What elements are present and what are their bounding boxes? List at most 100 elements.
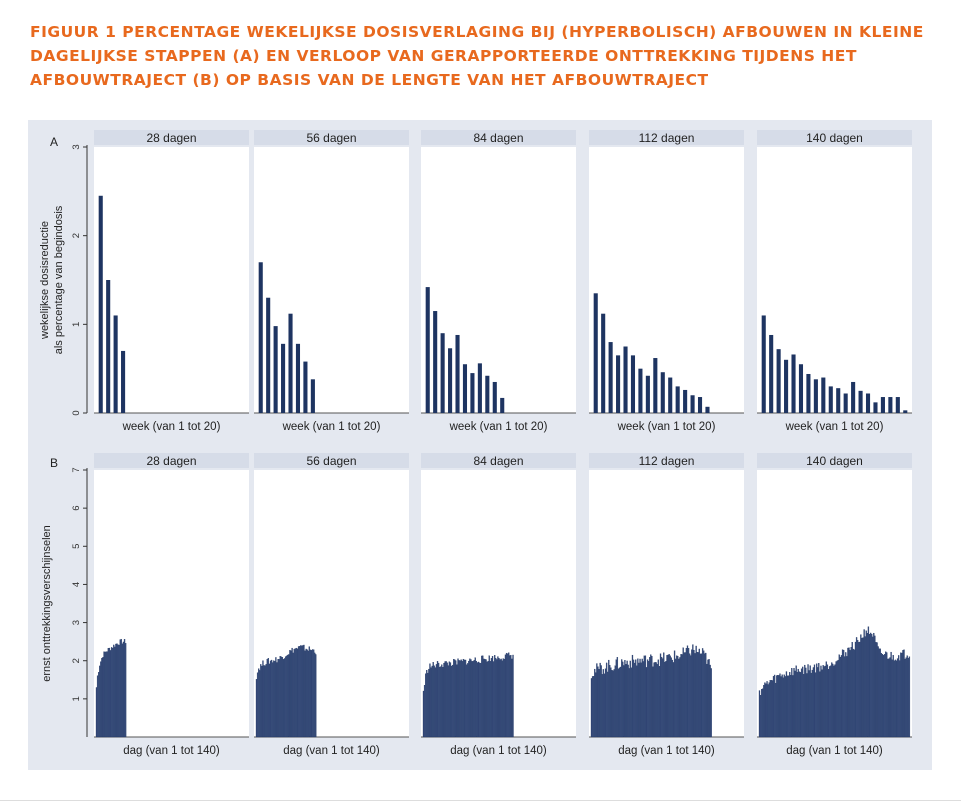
- y-axis-title-line2: als percentage van begindosis: [53, 205, 65, 354]
- bar-day: [279, 656, 281, 738]
- x-axis-label: dag (van 1 tot 140): [618, 745, 715, 757]
- y-tick-label: 3: [71, 620, 82, 625]
- facet-strip: [589, 453, 744, 468]
- bar-week: [895, 397, 900, 413]
- bar-day: [792, 675, 794, 738]
- bar-day: [470, 659, 472, 738]
- bar-week: [660, 372, 665, 413]
- bar-week: [113, 315, 118, 413]
- bar-day: [662, 658, 664, 738]
- bar-day: [512, 654, 514, 738]
- bar-day: [865, 630, 867, 738]
- bar-day: [259, 670, 261, 738]
- bar-day: [508, 652, 510, 738]
- bar-day: [119, 639, 121, 738]
- bar-day: [631, 654, 634, 738]
- bar-day: [616, 657, 619, 738]
- facet-strip: [254, 130, 409, 145]
- bar-day: [671, 659, 674, 738]
- bar-day: [107, 648, 110, 738]
- x-axis-label: week (van 1 tot 20): [785, 421, 884, 433]
- bar-day: [109, 650, 112, 738]
- bar-day: [627, 664, 629, 738]
- bar-day: [795, 665, 797, 738]
- bar-day: [907, 657, 909, 738]
- bar-day: [783, 674, 785, 738]
- bar-day: [809, 665, 811, 738]
- bar-day: [311, 649, 314, 738]
- bar-day: [451, 664, 454, 738]
- facet-title: 112 dagen: [639, 131, 695, 145]
- bar-day: [860, 634, 862, 738]
- bar-day: [663, 652, 665, 738]
- bar-day: [482, 655, 484, 738]
- bar-day: [110, 647, 113, 738]
- bar-week: [683, 389, 688, 413]
- bar-day: [906, 655, 908, 738]
- bar-day: [465, 664, 468, 738]
- bar-day: [883, 654, 886, 738]
- bar-day: [303, 644, 305, 738]
- bar-day: [284, 656, 287, 738]
- bar-week: [281, 343, 286, 413]
- bar-day: [905, 657, 907, 738]
- bar-day: [497, 656, 499, 738]
- bar-week: [623, 346, 628, 413]
- bar-day: [437, 662, 440, 738]
- y-tick-label: 2: [71, 233, 82, 238]
- bar-day: [655, 662, 657, 738]
- bar-week: [675, 386, 680, 413]
- bar-day: [694, 653, 696, 738]
- bar-day: [759, 695, 762, 738]
- bar-day: [630, 667, 633, 738]
- bar-day: [629, 660, 631, 738]
- bar-day: [672, 662, 675, 738]
- bar-day: [435, 664, 438, 738]
- bar-day: [496, 659, 498, 738]
- bar-day: [306, 649, 308, 738]
- bar-day: [837, 659, 839, 738]
- bar-day: [475, 660, 477, 738]
- bar-day: [432, 662, 434, 738]
- bar-day: [102, 657, 104, 738]
- bar-day: [468, 660, 470, 738]
- bar-week: [761, 315, 766, 413]
- figure-title: Figuur 1 Percentage wekelijkse dosisverl…: [30, 23, 924, 89]
- facet-title: 28 dagen: [146, 454, 196, 468]
- bar-day: [439, 666, 441, 738]
- bar-day: [820, 665, 822, 738]
- bar-day: [280, 656, 282, 738]
- bar-week: [485, 375, 490, 413]
- bar-day: [828, 666, 831, 738]
- bar-day: [683, 652, 685, 738]
- bar-day: [782, 677, 784, 738]
- bar-day: [500, 658, 502, 738]
- bar-day: [770, 680, 773, 738]
- bar-day: [706, 663, 708, 738]
- bar-day: [286, 655, 288, 738]
- bar-day: [841, 649, 844, 738]
- bar-day: [853, 649, 856, 738]
- bar-day: [272, 662, 274, 738]
- bar-day: [510, 655, 512, 738]
- bar-day: [864, 636, 866, 738]
- bar-day: [648, 661, 650, 738]
- bar-week: [98, 195, 103, 413]
- bar-day: [765, 683, 767, 738]
- bar-day: [262, 660, 264, 738]
- bar-day: [878, 648, 880, 738]
- bar-day: [899, 660, 901, 738]
- facet-strip: [94, 453, 249, 468]
- bar-week: [705, 406, 710, 413]
- bar-day: [637, 658, 639, 738]
- bar-day: [296, 648, 299, 738]
- bar-day: [791, 668, 793, 738]
- y-tick-label: 1: [71, 696, 82, 701]
- bar-day: [700, 653, 703, 738]
- bar-week: [697, 397, 703, 413]
- bar-day: [769, 680, 771, 738]
- y-tick-label: 2: [71, 658, 82, 663]
- bar-day: [869, 632, 872, 738]
- bar-day: [486, 661, 488, 738]
